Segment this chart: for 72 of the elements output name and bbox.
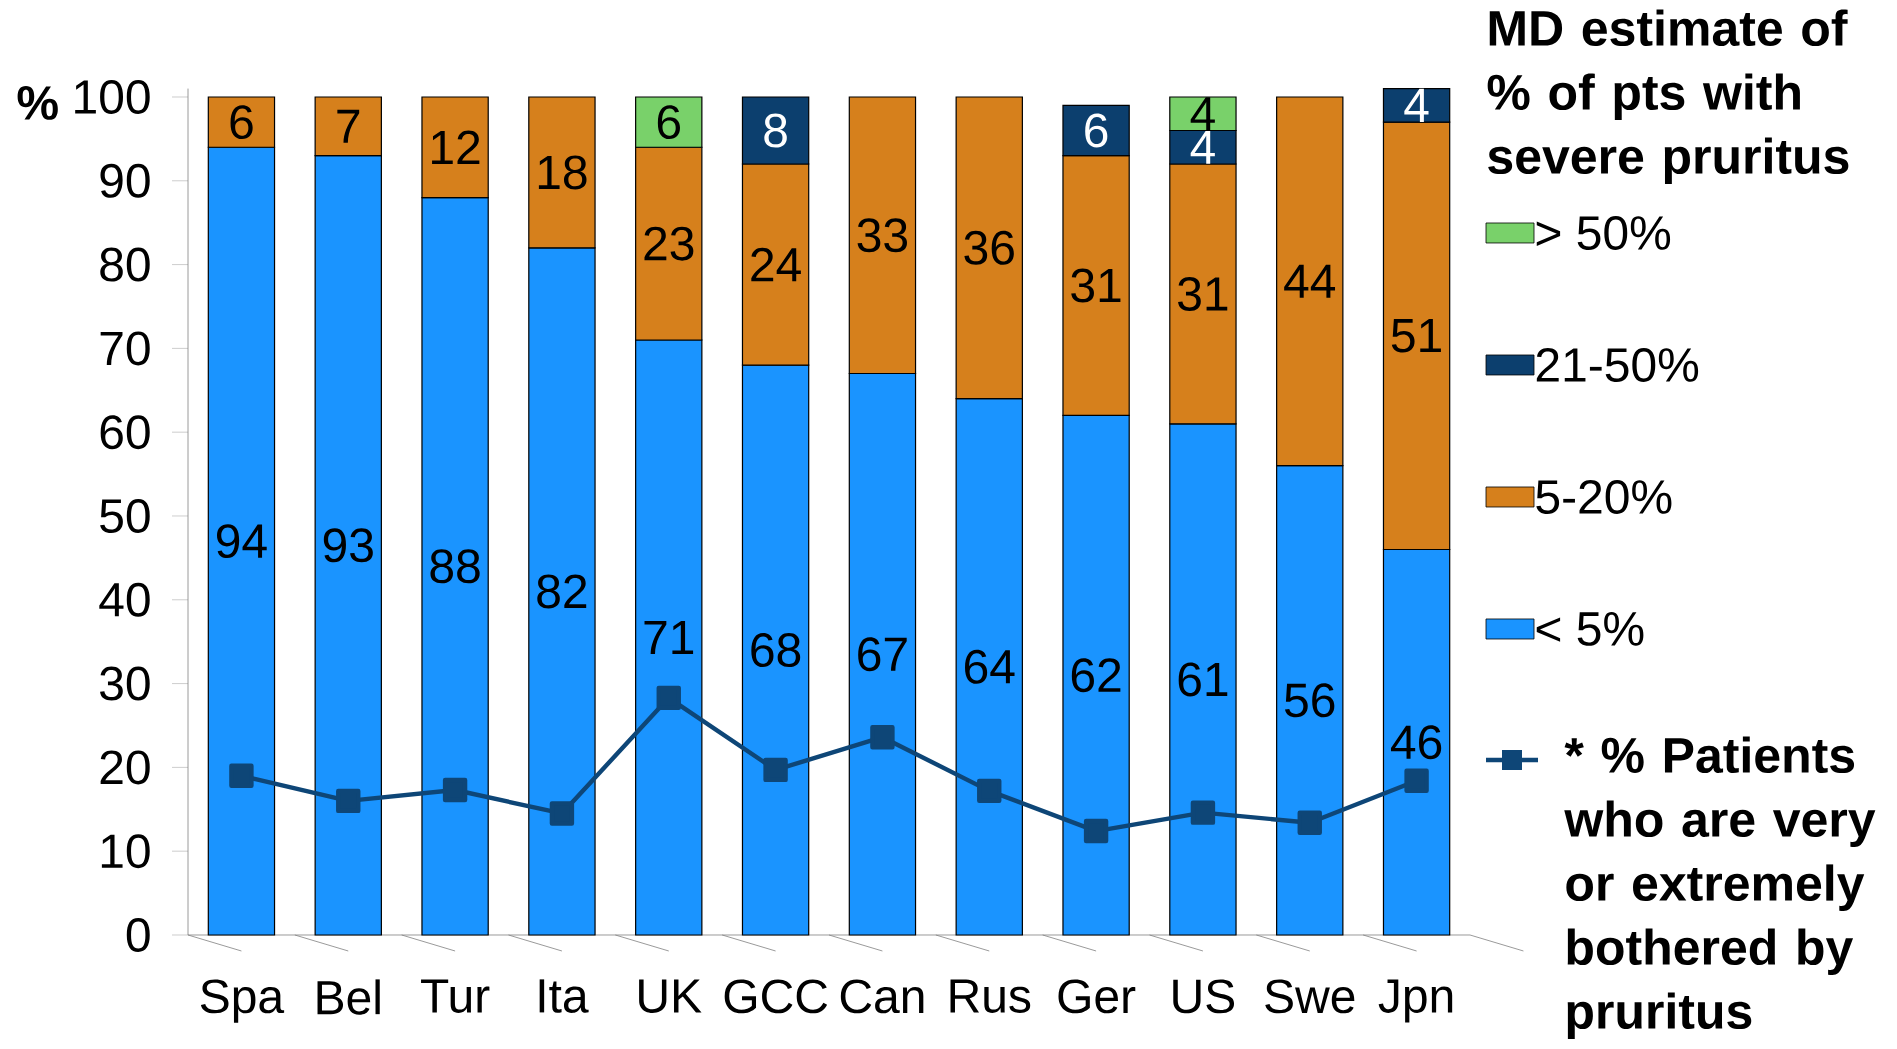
point: [1190, 800, 1216, 825]
legend-label: 5-20%: [1536, 480, 1672, 514]
x-tick-label: Ita: [539, 979, 589, 1013]
point: [229, 763, 254, 788]
point: [977, 778, 1002, 804]
data-label: 6: [1085, 113, 1108, 148]
data-label: 24: [751, 247, 801, 282]
legend-label: > 50%: [1536, 216, 1671, 250]
legend-title: MD estimate of % of pts with severe pruritus: [1487, 9, 1849, 184]
x-tick-label: US: [1173, 979, 1235, 1014]
y-tick-label: 80: [100, 247, 150, 282]
x-tick-label: Jpn: [1378, 979, 1453, 1023]
data-label: 18: [538, 155, 587, 190]
x-tick-label: Can: [840, 979, 924, 1014]
y-tick-label: 100: [75, 80, 150, 114]
data-label: 31: [1071, 268, 1121, 303]
point: [549, 801, 575, 826]
data-label: 4: [1404, 88, 1429, 122]
point: [1404, 768, 1429, 793]
data-label: 23: [644, 226, 694, 261]
y-tick-label: 50: [100, 499, 150, 533]
x-tick-label: Spa: [200, 979, 285, 1023]
data-label: 51: [1391, 319, 1441, 353]
data-label: 82: [537, 574, 587, 609]
data-label: 88: [430, 549, 480, 584]
data-label: 56: [1284, 683, 1335, 718]
data-label: 71: [644, 620, 694, 655]
data-label: 64: [965, 649, 1015, 684]
y-tick-label: 70: [100, 331, 150, 366]
data-label: 94: [216, 524, 267, 559]
x-tick-label: Bel: [317, 979, 380, 1015]
point: [870, 725, 895, 750]
point: [1297, 810, 1322, 835]
point: [336, 788, 361, 814]
y-tick-label: 90: [100, 163, 150, 198]
point: [1083, 818, 1109, 844]
x-tick-label: UK: [639, 979, 702, 1013]
data-label: 44: [1284, 264, 1336, 298]
x-tick-label: Ger: [1058, 979, 1136, 1014]
legend-label: < 5%: [1536, 612, 1644, 646]
data-label: 6: [657, 105, 680, 140]
data-label: 4: [1190, 130, 1215, 164]
x-tick-label: GCC: [724, 979, 828, 1014]
y-tick-label: 60: [100, 415, 150, 450]
data-label: 12: [432, 130, 480, 165]
data-label: 93: [323, 528, 373, 563]
data-label: 33: [857, 218, 908, 253]
y-tick-label: 20: [100, 750, 150, 785]
x-tick-label: Tur: [421, 979, 490, 1013]
data-label: 7: [337, 109, 360, 143]
x-tick-label: Rus: [950, 979, 1031, 1013]
data-label: 62: [1071, 658, 1121, 693]
data-label: 46: [1390, 725, 1442, 760]
data-label: 4: [1190, 97, 1215, 131]
y-tick-label: 30: [100, 666, 150, 701]
data-label: 61: [1178, 662, 1228, 697]
data-label: 36: [964, 230, 1014, 265]
legend-label: 21-50%: [1536, 348, 1699, 382]
y-tick-label: 10: [101, 834, 150, 869]
data-label: 6: [230, 105, 253, 140]
data-label: 8: [764, 113, 787, 148]
x-tick-label: Swe: [1265, 979, 1355, 1014]
y-tick-label: 40: [99, 582, 150, 617]
point: [656, 685, 681, 711]
y-tick-label: 0: [126, 918, 150, 952]
legend-label: * % Patients who are very or extremely bothered by pruritus: [1564, 736, 1876, 1039]
data-label: 67: [858, 637, 907, 672]
point: [763, 757, 788, 783]
data-label: 68: [751, 633, 801, 668]
point: [442, 777, 468, 803]
data-label: 31: [1178, 276, 1228, 311]
y-axis-title: %: [17, 86, 58, 120]
